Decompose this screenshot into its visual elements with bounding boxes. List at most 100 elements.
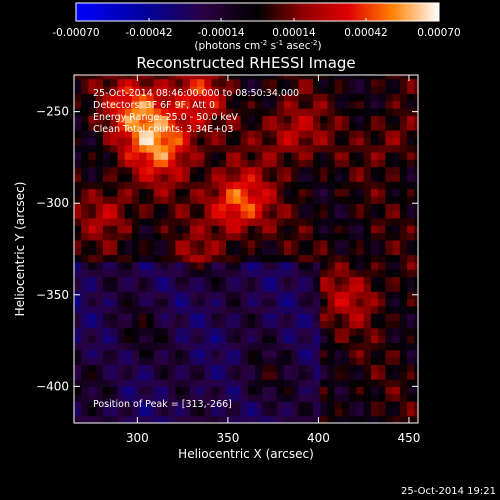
heatmap-cell xyxy=(74,305,82,314)
heatmap-cell xyxy=(182,371,191,380)
heatmap-cell xyxy=(110,415,119,423)
heatmap-cell xyxy=(204,144,213,153)
heatmap-cell xyxy=(320,217,329,226)
heatmap-cell xyxy=(356,408,365,417)
heatmap-cell xyxy=(139,195,148,204)
heatmap-cell xyxy=(363,283,372,292)
heatmap-cell xyxy=(363,276,372,285)
heatmap-cell xyxy=(349,276,358,285)
heatmap-cell xyxy=(284,122,292,131)
heatmap-cell xyxy=(189,364,198,373)
heatmap-cell xyxy=(407,195,415,204)
heatmap-cell xyxy=(392,371,401,380)
heatmap-cell xyxy=(312,115,321,124)
heatmap-cell xyxy=(262,401,271,409)
heatmap-cell xyxy=(218,144,227,153)
heatmap-cell xyxy=(168,408,176,417)
heatmap-cell xyxy=(407,379,415,387)
heatmap-cell xyxy=(349,137,358,146)
heatmap-cell xyxy=(131,151,140,160)
heatmap-cell xyxy=(204,93,213,102)
heatmap-cell xyxy=(88,371,97,380)
heatmap-cell xyxy=(341,305,350,314)
heatmap-cell xyxy=(139,291,148,300)
heatmap-cell xyxy=(305,85,314,94)
heatmap-cell xyxy=(175,144,184,153)
heatmap-cell xyxy=(226,173,234,182)
heatmap-cell xyxy=(363,335,372,344)
heatmap-cell xyxy=(363,291,372,300)
heatmap-cell xyxy=(291,379,300,387)
heatmap-cell xyxy=(117,313,126,322)
heatmap-cell xyxy=(88,261,97,270)
heatmap-cell xyxy=(160,151,169,160)
heatmap-cell xyxy=(153,371,162,380)
heatmap-cell xyxy=(414,349,418,358)
heatmap-cell xyxy=(197,100,205,109)
heatmap-cell xyxy=(392,386,401,395)
x-tick-label: 350 xyxy=(216,431,239,445)
heatmap-cell xyxy=(378,320,387,329)
heatmap-cell xyxy=(110,159,119,168)
heatmap-cell xyxy=(124,75,133,80)
heatmap-cell xyxy=(349,305,358,314)
heatmap-cell xyxy=(139,210,148,219)
heatmap-cell xyxy=(211,181,220,190)
heatmap-cell xyxy=(81,342,90,351)
heatmap-cell xyxy=(160,239,169,248)
heatmap-cell xyxy=(74,100,82,109)
heatmap-cell xyxy=(74,269,82,278)
heatmap-cell xyxy=(327,335,336,344)
heatmap-cell xyxy=(95,313,104,322)
heatmap-cell xyxy=(269,261,278,270)
heatmap-cell xyxy=(124,320,133,329)
heatmap-cell xyxy=(385,78,394,87)
heatmap-cell xyxy=(240,78,249,87)
heatmap-cell xyxy=(341,364,350,373)
heatmap-cell xyxy=(305,349,314,358)
heatmap-cell xyxy=(153,225,162,234)
heatmap-cell xyxy=(110,327,119,336)
heatmap-cell xyxy=(269,364,278,373)
heatmap-cell xyxy=(385,232,394,241)
heatmap-cell xyxy=(211,247,220,256)
heatmap-cell xyxy=(81,408,90,417)
heatmap-cell xyxy=(276,188,285,197)
heatmap-cell xyxy=(139,122,148,131)
heatmap-cell xyxy=(262,379,271,387)
heatmap-cell xyxy=(175,159,184,168)
heatmap-cell xyxy=(341,327,350,336)
heatmap-cell xyxy=(385,85,394,94)
heatmap-cell xyxy=(407,144,415,153)
heatmap-cell xyxy=(139,408,148,417)
heatmap-cell xyxy=(182,225,191,234)
heatmap-cell xyxy=(247,379,256,387)
heatmap-cell xyxy=(95,247,104,256)
heatmap-cell xyxy=(74,137,82,146)
heatmap-cell xyxy=(110,371,119,380)
heatmap-cell xyxy=(124,137,133,146)
heatmap-cell xyxy=(175,393,184,402)
heatmap-cell xyxy=(153,408,162,417)
heatmap-cell xyxy=(284,129,292,138)
heatmap-cell xyxy=(240,364,249,373)
heatmap-cell xyxy=(124,393,133,402)
heatmap-cell xyxy=(334,195,343,204)
heatmap-cell xyxy=(392,93,401,102)
heatmap-cell xyxy=(327,313,336,322)
heatmap-cell xyxy=(95,254,104,263)
heatmap-cell xyxy=(385,320,394,329)
heatmap-cell xyxy=(341,217,350,226)
heatmap-cell xyxy=(399,217,408,226)
heatmap-cell xyxy=(160,159,169,168)
heatmap-cell xyxy=(139,357,148,365)
heatmap-cell xyxy=(392,357,401,365)
heatmap-cell xyxy=(399,115,408,124)
heatmap-cell xyxy=(262,349,271,358)
heatmap-cell xyxy=(95,291,104,300)
heatmap-cell xyxy=(298,85,307,94)
heatmap-cell xyxy=(102,137,111,146)
heatmap-cell xyxy=(363,122,372,131)
heatmap-cell xyxy=(226,144,234,153)
heatmap-cell xyxy=(175,283,184,292)
